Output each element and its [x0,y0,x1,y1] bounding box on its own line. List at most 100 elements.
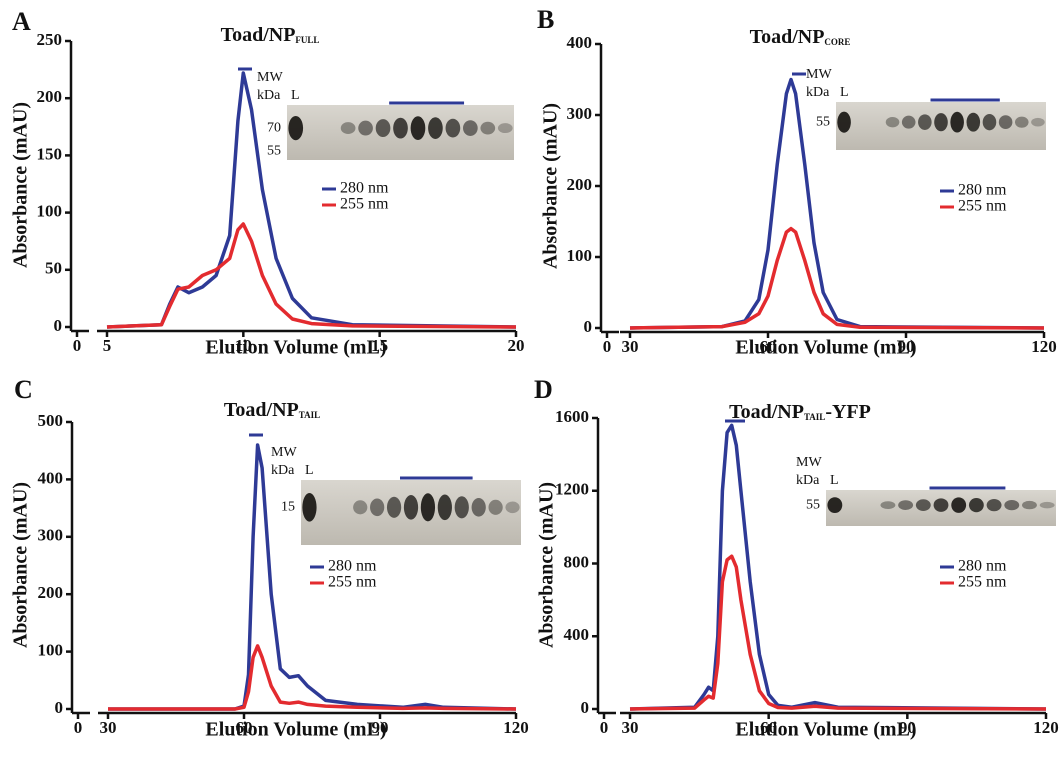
gel-band [918,114,932,130]
y-tick-label: 500 [38,411,64,430]
y-tick-label: 800 [564,552,590,571]
x-tick-label: 0 [603,337,612,356]
gel-band [480,121,496,135]
chart-title: Toad/NPFULL [221,24,320,46]
legend-label: 280 nm [328,558,377,575]
title-subscript: CORE [824,37,850,47]
y-axis-label: Absorbance (mAU) [536,482,558,648]
x-tick-label: 0 [73,336,82,355]
y-axis-label: Absorbance (mAU) [540,103,562,269]
gel-mw: MW [806,67,832,82]
x-tick-label: 90 [372,718,389,737]
x-tick-label: 60 [236,718,253,737]
y-tick-label: 50 [45,259,62,278]
gel-band [885,116,900,128]
legend-label: 280 nm [340,180,389,197]
x-tick-label: 60 [760,718,777,737]
gel-unit: kDa [257,88,281,103]
gel-marker: 15 [281,500,295,515]
gel-mw: MW [257,70,283,85]
y-tick-label: 200 [37,87,63,106]
title-main: Toad/NP [221,24,296,46]
gel-band [968,498,984,513]
y-tick-label: 100 [38,641,64,660]
y-axis-label: Absorbance (mAU) [10,482,32,648]
x-tick-label: 60 [760,337,777,356]
gel-band [951,497,967,513]
y-tick-label: 300 [567,104,593,123]
x-tick-label: 120 [1031,337,1057,356]
y-tick-label: 0 [584,317,593,336]
y-tick-label: 0 [55,698,64,717]
gel-mw: MW [271,445,297,460]
y-tick-label: 400 [38,468,64,487]
chart-title: Toad/NPTAIL [224,399,320,421]
legend-label: 255 nm [340,196,389,213]
gel-band [950,111,964,133]
gel-band [386,496,402,518]
series-line [629,554,1047,711]
gel-lane: L [840,85,849,100]
gel-band [915,499,931,511]
gel-unit: kDa [806,85,830,100]
x-tick-label: 0 [600,718,609,737]
gel-band [898,500,914,510]
gel-band [437,494,452,521]
gel-marker: 55 [806,497,820,512]
panel-label: A [12,7,31,36]
y-tick-label: 400 [567,33,593,52]
gel-band [986,498,1002,512]
gel-band [358,120,373,136]
x-tick-label: 30 [622,718,639,737]
gel-band [497,123,513,134]
chart-title: Toad/NPCORE [750,26,851,48]
gel-band [370,498,385,517]
legend-label: 280 nm [958,558,1007,575]
gel-lane: L [830,473,839,488]
gel-band [998,115,1013,130]
x-tick-label: 120 [1033,718,1059,737]
x-axis-label: Elution Volume (mL) [205,719,386,741]
series-line [108,644,517,711]
y-tick-label: 1200 [555,480,589,499]
y-tick-label: 100 [567,246,593,265]
legend-label: 280 nm [958,182,1007,199]
x-tick-label: 30 [622,337,639,356]
gel-mw: MW [796,455,822,470]
gel-band [403,495,419,520]
y-tick-label: 200 [38,583,64,602]
gel-band [428,117,443,139]
gel-band [420,493,436,522]
x-axis-label: Elution Volume (mL) [735,719,916,741]
x-tick-label: 90 [899,718,916,737]
gel-band [933,498,949,512]
gel-unit: kDa [271,463,295,478]
panel-label: B [537,5,554,34]
gel-lane: L [291,88,300,103]
gel-band [966,112,981,132]
chart-title: Toad/NPTAIL-YFP [729,401,871,423]
gel-band [463,120,478,136]
gel-band [1022,500,1037,510]
legend-label: 255 nm [958,198,1007,215]
gel-band [488,499,503,515]
x-tick-label: 20 [508,336,525,355]
series-line [629,77,1045,330]
gel-band [1014,116,1029,128]
y-tick-label: 200 [567,175,593,194]
gel-lane: L [305,463,314,478]
title-main: Toad/NP [729,401,804,423]
gel-band [982,113,997,131]
gel-band [505,501,520,514]
gel-band [934,113,948,132]
x-tick-label: 120 [503,718,529,737]
gel-band [837,111,851,133]
gel-band [353,500,368,515]
gel-band [302,493,317,522]
gel-band [410,116,426,140]
y-tick-label: 100 [37,202,63,221]
x-tick-label: 5 [103,336,112,355]
gel-band [1031,117,1045,127]
title-subscript: TAIL [804,412,825,422]
